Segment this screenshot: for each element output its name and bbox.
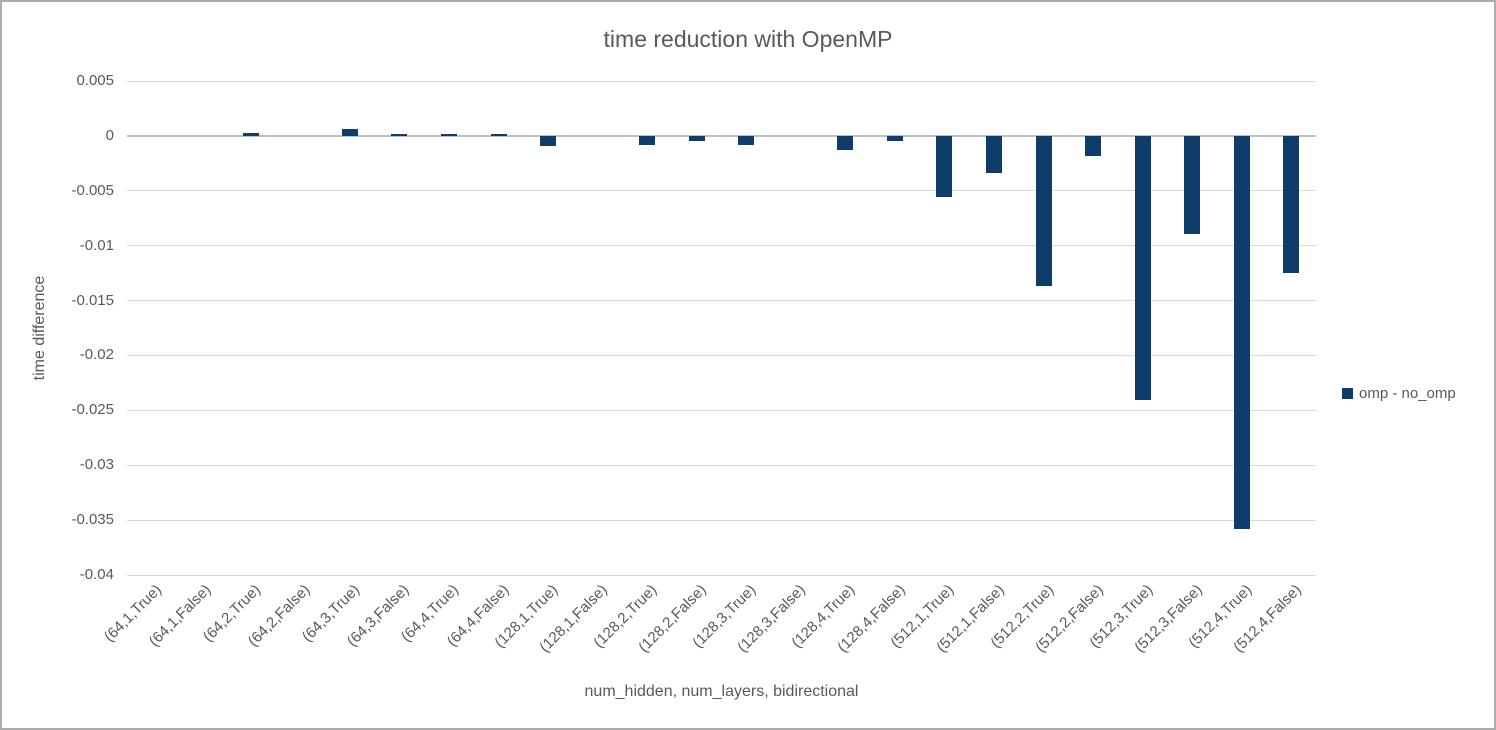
bar[interactable]	[1184, 135, 1201, 234]
y-tick-label: -0.035	[71, 511, 114, 529]
zero-axis-line	[127, 134, 1316, 137]
bar[interactable]	[1233, 135, 1250, 529]
gridline	[127, 80, 1316, 82]
chart-title: time reduction with OpenMP	[603, 26, 893, 52]
y-tick-label: -0.01	[79, 236, 114, 254]
bar[interactable]	[1134, 135, 1151, 401]
bar[interactable]	[490, 133, 507, 136]
bar[interactable]	[242, 132, 259, 136]
gridline	[127, 245, 1316, 247]
gridline	[127, 190, 1316, 192]
bar[interactable]	[1085, 135, 1102, 156]
gridline	[127, 354, 1316, 356]
y-tick-label: -0.005	[71, 181, 114, 199]
y-tick-label: 0.005	[76, 72, 114, 89]
bar[interactable]	[341, 129, 358, 136]
bar[interactable]	[1035, 135, 1052, 287]
gridline	[127, 300, 1316, 302]
gridline	[127, 519, 1316, 521]
bar[interactable]	[391, 133, 408, 136]
plot-area	[127, 80, 1316, 576]
y-tick-label: 0	[105, 126, 114, 144]
legend-marker-icon	[1342, 388, 1353, 399]
x-axis-title: num_hidden, num_layers, bidirectional	[584, 683, 859, 700]
y-tick-label: -0.025	[71, 401, 114, 419]
y-tick-label: -0.04	[79, 566, 114, 583]
bar[interactable]	[985, 135, 1002, 174]
gridline	[127, 409, 1316, 411]
legend-item[interactable]: omp - no_omp	[1342, 385, 1456, 402]
bar[interactable]	[639, 135, 656, 145]
gridline	[127, 464, 1316, 466]
bar[interactable]	[1283, 135, 1300, 274]
bar[interactable]	[738, 135, 755, 145]
y-tick-label: -0.02	[79, 346, 114, 364]
bar[interactable]	[441, 133, 458, 136]
gridline	[127, 574, 1316, 576]
y-tick-label: -0.03	[79, 456, 114, 474]
bar[interactable]	[688, 135, 705, 142]
bar[interactable]	[886, 135, 903, 142]
bar[interactable]	[837, 135, 854, 151]
legend-label: omp - no_omp	[1359, 385, 1456, 402]
bar[interactable]	[936, 135, 953, 198]
y-tick-label: -0.015	[71, 291, 114, 309]
bar[interactable]	[540, 135, 557, 146]
